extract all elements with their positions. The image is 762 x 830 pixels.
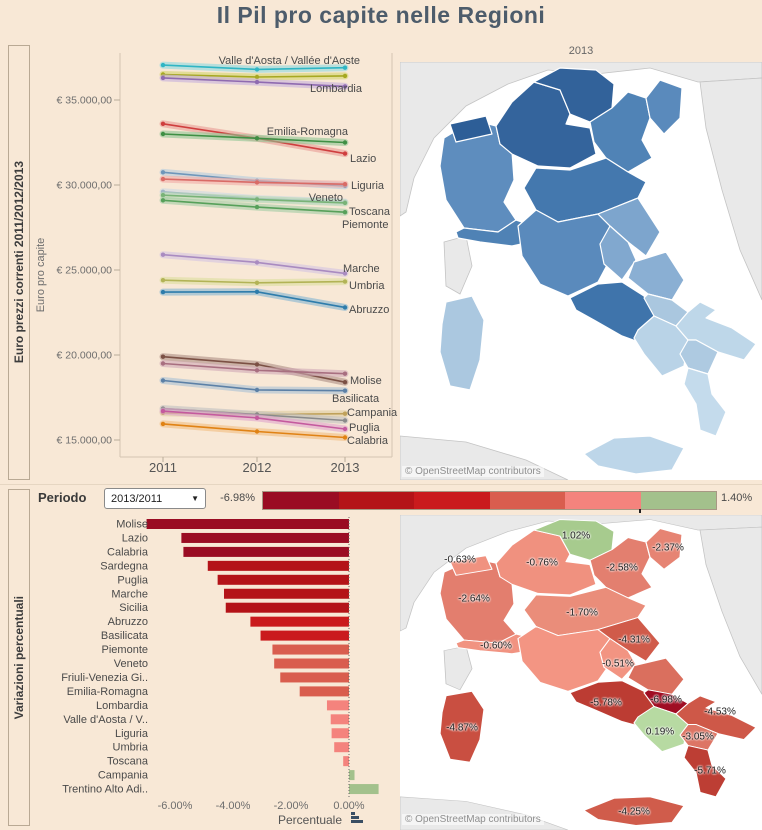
svg-text:Piemonte: Piemonte — [342, 219, 388, 231]
svg-text:Puglia: Puglia — [349, 422, 380, 434]
map-variazioni[interactable] — [400, 515, 762, 830]
svg-text:Liguria: Liguria — [115, 728, 149, 740]
svg-text:-4.00%: -4.00% — [216, 800, 251, 812]
svg-text:Trentino Alto Adi..: Trentino Alto Adi.. — [62, 784, 148, 796]
svg-text:Veneto: Veneto — [309, 192, 343, 204]
svg-text:Calabria: Calabria — [107, 546, 149, 558]
row-header-top: Euro prezzi correnti 2011/2012/2013 — [8, 45, 30, 480]
periodo-dropdown-value: 2013/2011 — [111, 492, 163, 505]
svg-text:Umbria: Umbria — [113, 742, 149, 754]
svg-text:Emilia-Romagna: Emilia-Romagna — [67, 686, 149, 698]
svg-text:Piemonte: Piemonte — [102, 644, 148, 656]
svg-text:Liguria: Liguria — [351, 180, 385, 192]
svg-text:Basilicata: Basilicata — [332, 393, 380, 405]
svg-text:Sicilia: Sicilia — [119, 602, 149, 614]
svg-text:Puglia: Puglia — [117, 574, 148, 586]
row-header-bottom: Variazioni percentuali — [8, 489, 30, 826]
map-attribution: © OpenStreetMap contributors — [402, 814, 544, 825]
map-pil-2013[interactable] — [400, 62, 762, 480]
legend-min-label: -6.98% — [220, 492, 255, 504]
line-chart[interactable]: Euro pro capite € 35.000,00 € 30.000,00 € 2… — [30, 45, 400, 485]
legend-swatch — [489, 492, 565, 509]
svg-text:Campania: Campania — [347, 407, 398, 419]
svg-text:0.00%: 0.00% — [333, 800, 364, 812]
legend-swatch — [565, 492, 641, 509]
svg-text:Friuli-Venezia Gi..: Friuli-Venezia Gi.. — [61, 672, 148, 684]
svg-text:€ 35.000,00: € 35.000,00 — [57, 95, 113, 107]
svg-text:-6.00%: -6.00% — [158, 800, 193, 812]
legend-max-label: 1.40% — [721, 492, 753, 504]
svg-text:€ 30.000,00: € 30.000,00 — [57, 180, 113, 192]
svg-text:Marche: Marche — [111, 588, 148, 600]
section-divider — [0, 484, 762, 485]
periodo-dropdown[interactable]: 2013/2011 ▼ — [104, 488, 206, 509]
svg-text:Euro pro capite: Euro pro capite — [35, 238, 47, 313]
svg-text:€ 15.000,00: € 15.000,00 — [57, 435, 113, 447]
svg-text:Lazio: Lazio — [122, 532, 148, 544]
svg-text:€ 20.000,00: € 20.000,00 — [57, 350, 113, 362]
chevron-down-icon: ▼ — [191, 494, 199, 503]
map-year-header: 2013 — [568, 45, 594, 57]
svg-text:Campania: Campania — [98, 770, 149, 782]
svg-text:-2.00%: -2.00% — [274, 800, 309, 812]
page-title: Il Pil pro capite nelle Regioni — [216, 2, 546, 28]
svg-text:2011: 2011 — [149, 460, 177, 475]
svg-text:Lombardia: Lombardia — [96, 700, 149, 712]
legend-swatch — [338, 492, 414, 509]
svg-text:€ 25.000,00: € 25.000,00 — [57, 265, 113, 277]
svg-text:Lazio: Lazio — [350, 153, 376, 165]
row-header-bottom-label: Variazioni percentuali — [12, 595, 26, 720]
sort-icon[interactable] — [350, 810, 364, 824]
svg-text:Valle d'Aosta / Vallée d'Aoste: Valle d'Aosta / Vallée d'Aoste — [219, 55, 360, 67]
legend-tick-mark — [639, 509, 641, 513]
svg-text:Molise: Molise — [116, 519, 148, 531]
svg-text:Abruzzo: Abruzzo — [349, 304, 389, 316]
svg-text:2012: 2012 — [243, 460, 272, 475]
svg-text:Sardegna: Sardegna — [100, 560, 149, 572]
svg-text:Valle d'Aosta / V..: Valle d'Aosta / V.. — [63, 714, 148, 726]
legend-swatch — [640, 492, 716, 509]
periodo-label: Periodo — [38, 490, 87, 505]
svg-text:Marche: Marche — [343, 263, 380, 275]
svg-text:Percentuale: Percentuale — [278, 813, 342, 827]
svg-text:Umbria: Umbria — [349, 280, 385, 292]
svg-text:Lombardia: Lombardia — [310, 83, 363, 95]
color-legend — [262, 491, 717, 510]
svg-text:Basilicata: Basilicata — [101, 630, 149, 642]
svg-text:Abruzzo: Abruzzo — [108, 616, 148, 628]
svg-text:Toscana: Toscana — [107, 756, 149, 768]
row-header-top-label: Euro prezzi correnti 2011/2012/2013 — [12, 161, 26, 364]
svg-text:Molise: Molise — [350, 375, 382, 387]
svg-text:Toscana: Toscana — [349, 206, 391, 218]
svg-text:2013: 2013 — [331, 460, 360, 475]
svg-text:Veneto: Veneto — [114, 658, 148, 670]
svg-text:Emilia-Romagna: Emilia-Romagna — [267, 126, 349, 138]
map-attribution: © OpenStreetMap contributors — [402, 466, 544, 477]
legend-swatch — [263, 492, 339, 509]
svg-text:Calabria: Calabria — [347, 435, 389, 447]
legend-swatch — [414, 492, 490, 509]
